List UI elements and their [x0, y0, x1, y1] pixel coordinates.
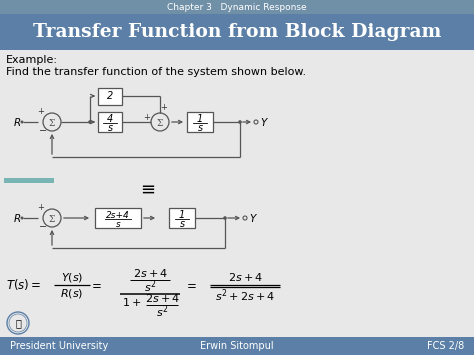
Text: $s^2+2s+4$: $s^2+2s+4$ — [215, 288, 275, 304]
Bar — [95, 208, 141, 228]
Text: R: R — [14, 118, 21, 128]
Text: s: s — [180, 219, 184, 229]
Text: +: + — [37, 203, 45, 213]
Text: $Y(s)$: $Y(s)$ — [61, 271, 83, 284]
Text: Y: Y — [249, 214, 255, 224]
Bar — [0, 0, 474, 14]
Text: R: R — [14, 214, 21, 224]
Text: $R(s)$: $R(s)$ — [60, 288, 83, 300]
Text: s: s — [108, 124, 112, 133]
Circle shape — [88, 120, 92, 124]
Bar — [169, 208, 195, 228]
Text: FCS 2/8: FCS 2/8 — [427, 341, 464, 351]
Text: $2s+4$: $2s+4$ — [228, 271, 263, 283]
Text: Σ: Σ — [49, 214, 55, 224]
Text: President University: President University — [10, 341, 108, 351]
Text: 1: 1 — [179, 211, 185, 220]
Text: 4: 4 — [107, 114, 113, 124]
Bar — [0, 337, 474, 355]
Text: +: + — [161, 104, 167, 113]
Text: $1+$: $1+$ — [122, 296, 142, 308]
Text: 2s+4: 2s+4 — [106, 211, 130, 220]
Text: Σ: Σ — [157, 119, 163, 127]
Text: 🎓: 🎓 — [15, 318, 21, 328]
Bar — [98, 112, 122, 132]
Text: s: s — [116, 220, 120, 229]
Text: Transfer Function from Block Diagram: Transfer Function from Block Diagram — [33, 23, 441, 41]
Bar — [4, 178, 54, 183]
Text: Y: Y — [260, 118, 266, 128]
Circle shape — [20, 120, 24, 124]
Bar — [187, 112, 213, 132]
Circle shape — [238, 120, 242, 124]
Text: $s^2$: $s^2$ — [156, 304, 168, 320]
Text: 1: 1 — [197, 114, 203, 124]
Text: −: − — [39, 222, 47, 232]
Text: $=$: $=$ — [183, 279, 196, 291]
Text: $2s+4$: $2s+4$ — [133, 267, 167, 279]
Bar — [98, 87, 122, 104]
Text: $=$: $=$ — [89, 279, 101, 291]
Text: 2: 2 — [107, 91, 113, 101]
Text: $s^2$: $s^2$ — [144, 279, 156, 295]
Text: +: + — [144, 113, 150, 121]
Text: $2s+4$: $2s+4$ — [145, 292, 180, 304]
Text: −: − — [39, 126, 47, 136]
Text: s: s — [198, 124, 202, 133]
Text: Erwin Sitompul: Erwin Sitompul — [200, 341, 274, 351]
Text: +: + — [37, 108, 45, 116]
Circle shape — [20, 217, 24, 219]
Text: $T(s)=$: $T(s)=$ — [6, 278, 41, 293]
Circle shape — [223, 216, 227, 220]
Text: Example:: Example: — [6, 55, 58, 65]
Bar — [0, 14, 474, 50]
Text: Chapter 3   Dynamic Response: Chapter 3 Dynamic Response — [167, 2, 307, 11]
Text: Find the transfer function of the system shown below.: Find the transfer function of the system… — [6, 67, 306, 77]
Text: Σ: Σ — [49, 119, 55, 127]
Text: ≡: ≡ — [140, 181, 155, 199]
